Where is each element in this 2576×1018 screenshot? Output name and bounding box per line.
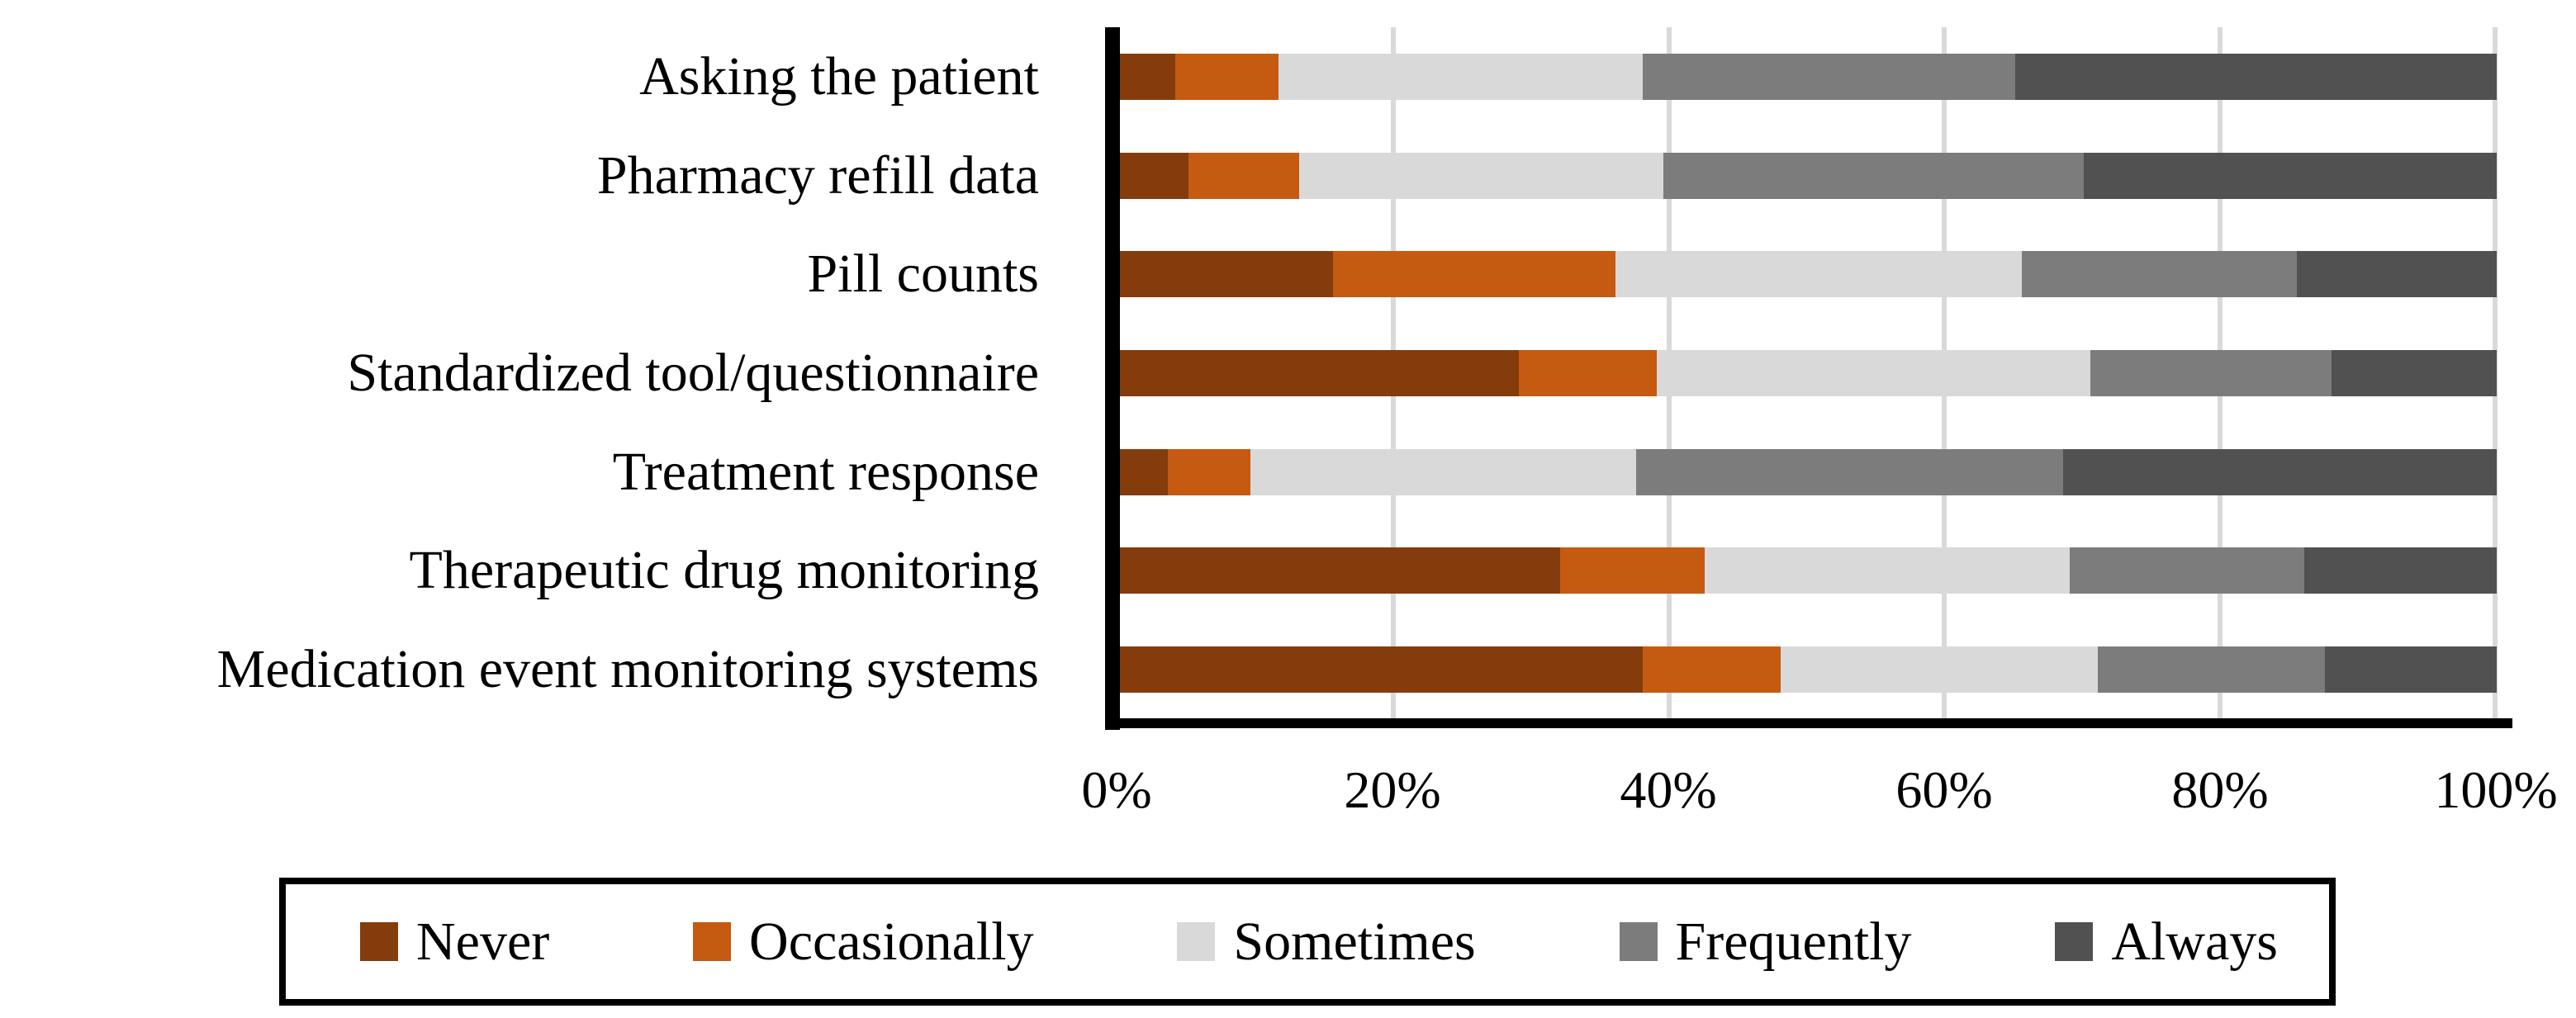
category-row: Asking the patient [0, 27, 1074, 126]
bar-segment-frequently [1663, 152, 2084, 199]
bar-segment-occasionally [1560, 547, 1705, 594]
category-row: Treatment response [0, 423, 1074, 522]
bar-segment-sometimes [1705, 547, 2071, 594]
x-tick-label-80-: 80% [2171, 760, 2269, 819]
bar-row-pharmacy-refill-data [1120, 126, 2497, 225]
bar-segment-always [2062, 448, 2497, 495]
bar-segment-never [1120, 547, 1561, 594]
category-label-pill-counts: Pill counts [807, 244, 1039, 305]
legend-item-always: Always [2055, 911, 2278, 972]
bar-pharmacy-refill-data [1120, 152, 2497, 199]
bar-segment-never [1120, 251, 1334, 298]
legend-label-frequently: Frequently [1675, 911, 1912, 972]
bar-segment-frequently [1636, 448, 2063, 495]
bar-segment-always [2303, 547, 2497, 594]
legend-swatch-sometimes [1177, 922, 1216, 961]
legend-label-never: Never [416, 911, 550, 972]
bar-segment-always [2083, 152, 2497, 199]
x-tick-label-100-: 100% [2434, 760, 2558, 819]
bar-medication-event-monitoring-systems [1120, 646, 2497, 694]
legend-item-sometimes: Sometimes [1177, 911, 1476, 972]
bar-segment-sometimes [1250, 448, 1637, 495]
bar-segment-occasionally [1174, 53, 1279, 100]
bar-segment-never [1120, 53, 1175, 100]
bar-segment-never [1120, 152, 1189, 199]
bar-row-pill-counts [1120, 225, 2497, 324]
bar-segment-never [1120, 448, 1169, 495]
x-tick-label-60-: 60% [1895, 760, 1993, 819]
plot-area [1120, 27, 2498, 719]
category-row: Standardized tool/questionnaire [0, 324, 1074, 423]
category-label-therapeutic-drug-monitoring: Therapeutic drug monitoring [409, 540, 1039, 601]
x-tick-label-40-: 40% [1620, 760, 1717, 819]
category-label-treatment-response: Treatment response [612, 441, 1039, 502]
legend-label-sometimes: Sometimes [1233, 911, 1476, 972]
category-label-medication-event-monitoring-systems: Medication event monitoring systems [216, 639, 1039, 700]
bar-segment-occasionally [1333, 251, 1616, 298]
category-axis: Asking the patient Pharmacy refill data Pi… [0, 27, 1074, 719]
bar-row-treatment-response [1120, 423, 2497, 522]
bar-segment-sometimes [1298, 152, 1664, 199]
bar-therapeutic-drug-monitoring [1120, 547, 2497, 594]
x-tick-label-20-: 20% [1344, 760, 1441, 819]
legend-item-frequently: Frequently [1619, 911, 1912, 972]
bar-segment-occasionally [1643, 646, 1781, 694]
legend-swatch-never [360, 922, 398, 961]
category-row: Pharmacy refill data [0, 126, 1074, 225]
bar-standardized-tool-questionnaire [1120, 350, 2497, 397]
legend-swatch-occasionally [693, 922, 732, 961]
bar-segment-frequently [2097, 646, 2325, 694]
category-row: Pill counts [0, 225, 1074, 324]
bar-pill-counts [1120, 251, 2497, 298]
bar-row-therapeutic-drug-monitoring [1120, 522, 2497, 621]
bar-treatment-response [1120, 448, 2497, 495]
legend-item-never: Never [360, 911, 550, 972]
x-axis-line [1105, 718, 2512, 728]
bar-segment-sometimes [1657, 350, 2091, 397]
bar-segment-always [2324, 646, 2497, 694]
x-tick-label-0-: 0% [1081, 760, 1152, 819]
bar-rows [1120, 27, 2497, 719]
category-label-standardized-tool-questionnaire: Standardized tool/questionnaire [347, 343, 1039, 404]
category-row: Medication event monitoring systems [0, 620, 1074, 719]
bar-segment-always [2014, 53, 2497, 100]
bar-segment-always [2297, 251, 2497, 298]
bar-segment-never [1120, 646, 1644, 694]
bar-segment-frequently [2070, 547, 2304, 594]
bar-segment-never [1120, 350, 1520, 397]
y-axis-line [1105, 27, 1120, 730]
bar-asking-the-patient [1120, 53, 2497, 100]
bar-segment-always [2331, 350, 2497, 397]
category-label-pharmacy-refill-data: Pharmacy refill data [596, 144, 1039, 206]
bar-segment-frequently [1643, 53, 2015, 100]
legend-swatch-frequently [1619, 922, 1658, 961]
legend-swatch-always [2055, 922, 2094, 961]
bar-row-standardized-tool-questionnaire [1120, 324, 2497, 423]
bar-segment-frequently [2021, 251, 2298, 298]
bar-row-asking-the-patient [1120, 27, 2497, 126]
category-label-asking-the-patient: Asking the patient [639, 45, 1039, 107]
legend-label-always: Always [2111, 911, 2278, 972]
legend-label-occasionally: Occasionally [749, 911, 1034, 972]
category-row: Therapeutic drug monitoring [0, 522, 1074, 621]
legend: Never Occasionally Sometimes Frequently Alwa… [279, 878, 2336, 1006]
bar-segment-sometimes [1278, 53, 1644, 100]
bar-row-medication-event-monitoring-systems [1120, 620, 2497, 719]
bar-segment-sometimes [1781, 646, 2098, 694]
legend-item-occasionally: Occasionally [693, 911, 1034, 972]
bar-segment-occasionally [1188, 152, 1299, 199]
bar-segment-sometimes [1615, 251, 2022, 298]
bar-segment-occasionally [1519, 350, 1658, 397]
bar-segment-frequently [2090, 350, 2332, 397]
bar-segment-occasionally [1168, 448, 1251, 495]
